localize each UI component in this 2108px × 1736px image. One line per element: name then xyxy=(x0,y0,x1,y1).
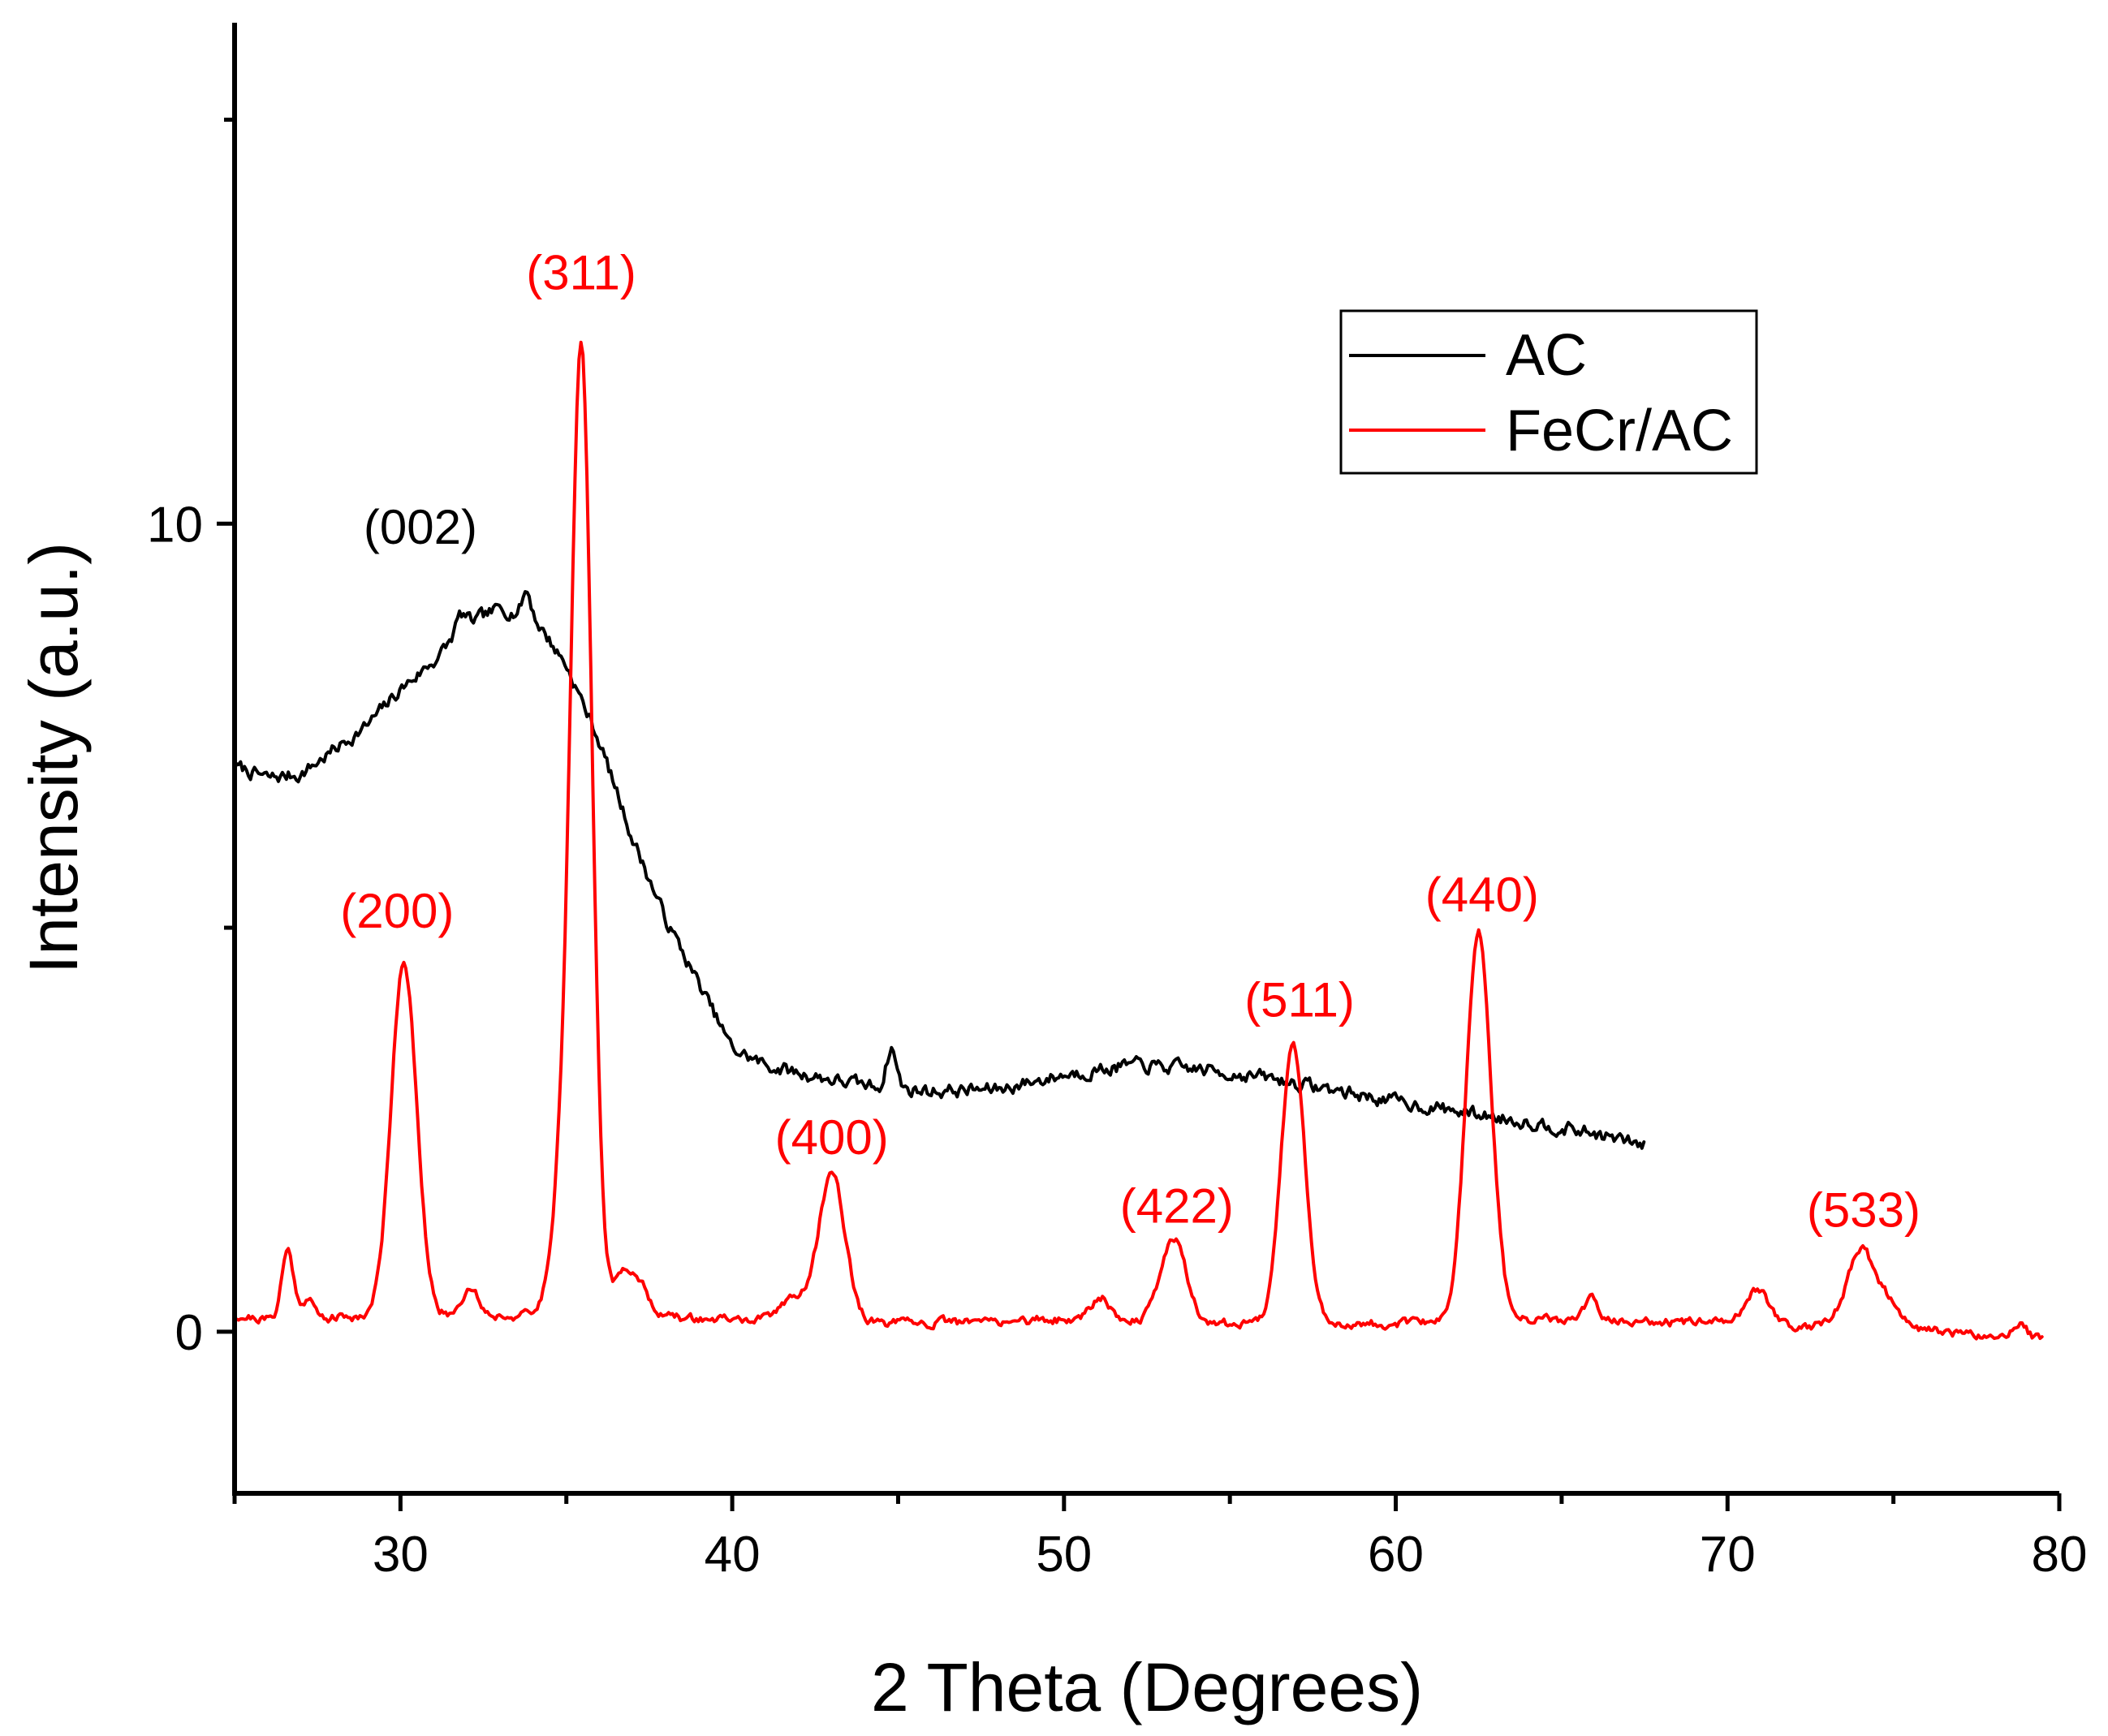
legend-box xyxy=(1339,309,1758,475)
peak-label: (511) xyxy=(1244,973,1355,1027)
series-line-ac xyxy=(233,590,1646,1150)
x-tick-label: 50 xyxy=(1036,1527,1092,1583)
peak-label: (440) xyxy=(1425,868,1539,922)
peak-label: (400) xyxy=(775,1110,889,1165)
peak-annotations: (002) (311) (200) (400) (422) (511) (440) (533) xyxy=(340,246,1920,1238)
y-tick-label: 0 xyxy=(175,1305,203,1361)
peak-label: (422) xyxy=(1120,1179,1234,1234)
y-ticks: 0 10 xyxy=(147,117,235,1361)
series-line-fecr-ac xyxy=(233,340,2044,1341)
x-tick-label: 60 xyxy=(1368,1527,1424,1583)
peak-label: (200) xyxy=(340,884,454,938)
x-ticks: 30 40 50 60 70 80 xyxy=(232,1493,2088,1583)
legend-label-fecr: FeCr/AC xyxy=(1506,398,1733,463)
series-layer xyxy=(233,340,2044,1341)
legend-label-ac: AC xyxy=(1506,323,1587,388)
x-tick-label: 70 xyxy=(1700,1527,1756,1583)
legend: AC FeCr/AC xyxy=(1339,309,1758,475)
peak-label: (533) xyxy=(1807,1183,1920,1238)
y-axis-title: Intensity (a.u.) xyxy=(15,542,92,974)
y-tick-label: 10 xyxy=(147,497,203,553)
x-tick-label: 40 xyxy=(705,1527,761,1583)
x-tick-label: 80 xyxy=(2032,1527,2088,1583)
axes: 30 40 50 60 70 80 0 10 xyxy=(147,23,2087,1583)
x-axis-title: 2 Theta (Degrees) xyxy=(871,1649,1423,1725)
x-tick-label: 30 xyxy=(373,1527,429,1583)
peak-label: (311) xyxy=(526,246,636,300)
peak-label: (002) xyxy=(364,500,477,554)
